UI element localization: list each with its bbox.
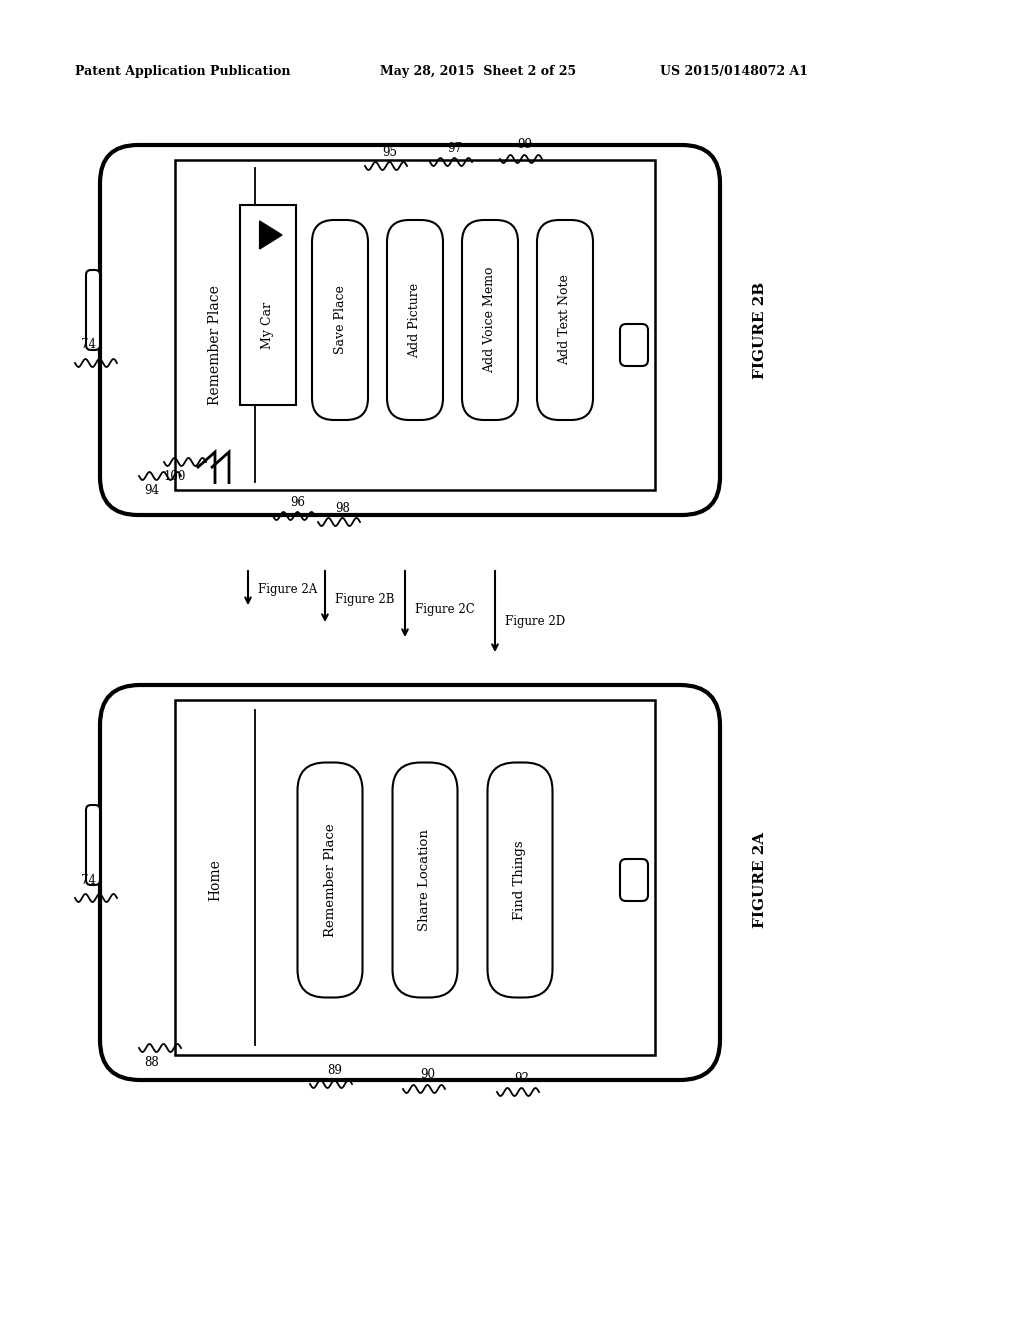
Text: 99: 99 [517, 139, 532, 152]
Text: US 2015/0148072 A1: US 2015/0148072 A1 [660, 66, 808, 78]
Text: Figure 2B: Figure 2B [335, 594, 394, 606]
FancyBboxPatch shape [387, 220, 443, 420]
FancyBboxPatch shape [620, 323, 648, 366]
Polygon shape [260, 220, 282, 249]
FancyBboxPatch shape [100, 145, 720, 515]
FancyBboxPatch shape [100, 685, 720, 1080]
FancyBboxPatch shape [298, 763, 362, 998]
FancyBboxPatch shape [175, 160, 655, 490]
FancyBboxPatch shape [487, 763, 553, 998]
Text: 90: 90 [421, 1068, 435, 1081]
Text: 92: 92 [515, 1072, 529, 1085]
Text: May 28, 2015  Sheet 2 of 25: May 28, 2015 Sheet 2 of 25 [380, 66, 577, 78]
FancyBboxPatch shape [392, 763, 458, 998]
Text: Remember Place: Remember Place [324, 824, 337, 937]
FancyBboxPatch shape [462, 220, 518, 420]
FancyBboxPatch shape [86, 271, 100, 350]
Text: Figure 2D: Figure 2D [505, 615, 565, 628]
FancyBboxPatch shape [312, 220, 368, 420]
FancyBboxPatch shape [620, 859, 648, 902]
FancyBboxPatch shape [86, 805, 100, 884]
Text: Add Picture: Add Picture [409, 282, 422, 358]
Text: Share Location: Share Location [419, 829, 431, 931]
Text: 74: 74 [81, 338, 95, 351]
Text: 89: 89 [328, 1064, 342, 1077]
Text: Home: Home [208, 859, 222, 902]
Text: Add Text Note: Add Text Note [558, 275, 571, 366]
FancyBboxPatch shape [240, 205, 296, 405]
Text: 100: 100 [164, 470, 186, 483]
Text: Add Voice Memo: Add Voice Memo [483, 267, 497, 374]
Text: 96: 96 [291, 495, 305, 508]
Text: My Car: My Car [261, 301, 274, 348]
Text: 94: 94 [144, 483, 160, 496]
FancyBboxPatch shape [537, 220, 593, 420]
Text: FIGURE 2B: FIGURE 2B [753, 281, 767, 379]
Text: FIGURE 2A: FIGURE 2A [753, 832, 767, 928]
Text: Save Place: Save Place [334, 285, 346, 355]
Text: Figure 2A: Figure 2A [258, 583, 317, 597]
FancyBboxPatch shape [175, 700, 655, 1055]
Text: Figure 2C: Figure 2C [415, 603, 475, 616]
Text: 97: 97 [447, 141, 463, 154]
Text: Find Things: Find Things [513, 841, 526, 920]
Text: Remember Place: Remember Place [208, 285, 222, 405]
Text: 98: 98 [336, 502, 350, 515]
Text: 95: 95 [383, 145, 397, 158]
Text: Patent Application Publication: Patent Application Publication [75, 66, 291, 78]
Text: 74: 74 [81, 874, 95, 887]
Text: 88: 88 [144, 1056, 160, 1068]
